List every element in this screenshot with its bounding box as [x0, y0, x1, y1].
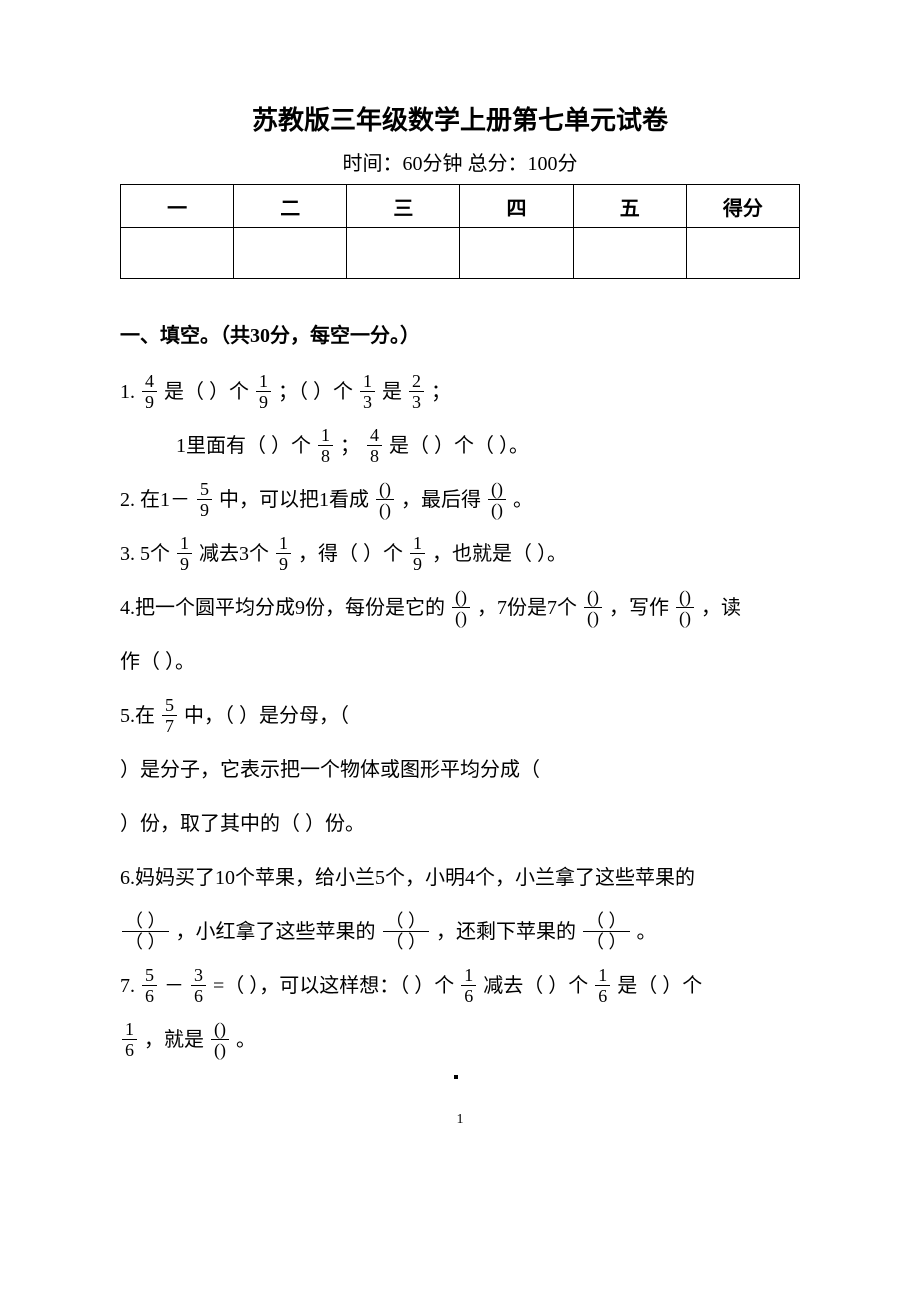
fraction: （ ）（ ） [383, 912, 430, 951]
fraction: （ ）（ ） [583, 912, 630, 951]
fraction: ()() [376, 480, 394, 519]
fraction: ()() [584, 588, 602, 627]
q7-text-f: ，就是 [144, 1029, 204, 1051]
q7-text-b: － [164, 975, 184, 997]
q2-text-a: 2. 在1－ [120, 489, 190, 511]
q1-text-e: ； [431, 381, 451, 403]
score-blank-row [121, 228, 800, 279]
fraction: 16 [122, 1020, 137, 1059]
score-col-total: 得分 [686, 185, 799, 228]
fraction: ()() [452, 588, 470, 627]
q5-text-b: 中，（ ）是分母，（ [184, 705, 349, 727]
q5-text-d: ）份，取了其中的（ ）份。 [120, 813, 365, 835]
q1-text-c: ；（ ）个 [278, 381, 353, 403]
q2-text-c: ，最后得 [401, 489, 481, 511]
q7-text-d: 减去（ ）个 [483, 975, 588, 997]
question-7a: 7. 56 － 36 =（ ），可以这样想：（ ）个 16 减去（ ）个 16 … [120, 962, 800, 1010]
question-3: 3. 5个 19 减去3个 19 ，得（ ）个 19 ，也就是（ ）。 [120, 530, 800, 578]
question-6a: 6.妈妈买了10个苹果，给小兰5个，小明4个，小兰拿了这些苹果的 [120, 854, 800, 902]
score-blank-3 [347, 228, 460, 279]
score-blank-1 [121, 228, 234, 279]
q3-text-a: 3. 5个 [120, 543, 170, 565]
q1b-text-a: 1里面有（ ）个 [176, 435, 311, 457]
fraction: （ ）（ ） [122, 912, 169, 951]
fraction: 13 [360, 372, 375, 411]
fraction: 16 [461, 966, 476, 1005]
score-col-1: 一 [121, 185, 234, 228]
q3-text-c: ，得（ ）个 [298, 543, 403, 565]
page-number: 1 [120, 1112, 800, 1128]
q3-text-b: 减去3个 [199, 543, 269, 565]
document-title: 苏教版三年级数学上册第七单元试卷 [120, 100, 800, 137]
q5-text-a: 5.在 [120, 705, 155, 727]
question-7b: 16 ，就是 ()() 。 [120, 1016, 800, 1064]
q1-text-a: 1. [120, 381, 140, 403]
score-blank-4 [460, 228, 573, 279]
fraction: 19 [410, 534, 425, 573]
score-header-row: 一 二 三 四 五 得分 [121, 185, 800, 228]
fraction: 59 [197, 480, 212, 519]
question-4: 4.把一个圆平均分成9份，每份是它的 ()() ，7份是7个 ()() ，写作 … [120, 584, 800, 632]
page: 苏教版三年级数学上册第七单元试卷 时间：60分钟 总分：100分 一 二 三 四… [0, 0, 920, 1302]
fraction: 19 [177, 534, 192, 573]
center-dot-row [120, 1070, 800, 1088]
question-5c: ）份，取了其中的（ ）份。 [120, 800, 800, 848]
question-2: 2. 在1－ 59 中，可以把1看成 ()() ，最后得 ()() 。 [120, 476, 800, 524]
score-blank-2 [234, 228, 347, 279]
score-col-2: 二 [234, 185, 347, 228]
q2-text-d: 。 [513, 489, 533, 511]
q6-text-b: ，小红拿了这些苹果的 [176, 921, 376, 943]
q7-text-c: =（ ），可以这样想：（ ）个 [213, 975, 454, 997]
q1-text-b: 是（ ）个 [164, 381, 249, 403]
fraction: ()() [211, 1020, 229, 1059]
q1b-text-c: 是（ ）个（ ）。 [389, 435, 529, 457]
q4-text-d: ，读 [701, 597, 741, 619]
q1b-text-b: ； [340, 435, 360, 457]
q4-text-b: ，7份是7个 [477, 597, 577, 619]
fraction: 48 [367, 426, 382, 465]
q4-text-e: 作（ ）。 [120, 651, 195, 673]
fraction: 57 [162, 696, 177, 735]
fraction: ()() [676, 588, 694, 627]
score-blank-total [686, 228, 799, 279]
fraction: 19 [276, 534, 291, 573]
q6-text-d: 。 [637, 921, 657, 943]
score-table: 一 二 三 四 五 得分 [120, 184, 800, 279]
q6-text-c: ，还剩下苹果的 [436, 921, 576, 943]
q4-text-c: ，写作 [609, 597, 669, 619]
dot-icon [454, 1075, 458, 1079]
score-col-5: 五 [573, 185, 686, 228]
question-5b: ）是分子，它表示把一个物体或图形平均分成（ [120, 746, 800, 794]
document-subtitle: 时间：60分钟 总分：100分 [120, 147, 800, 176]
question-6b: （ ）（ ） ，小红拿了这些苹果的 （ ）（ ） ，还剩下苹果的 （ ）（ ） … [120, 908, 800, 956]
q3-text-d: ，也就是（ ）。 [432, 543, 567, 565]
score-blank-5 [573, 228, 686, 279]
q1-text-d: 是 [382, 381, 402, 403]
question-1b: 1里面有（ ）个 18 ； 48 是（ ）个（ ）。 [120, 422, 800, 470]
section-1-heading: 一、填空。（共30分，每空一分。） [120, 319, 800, 348]
fraction: 23 [409, 372, 424, 411]
fraction: 18 [318, 426, 333, 465]
q7-text-a: 7. [120, 975, 140, 997]
q4-text-a: 4.把一个圆平均分成9份，每份是它的 [120, 597, 445, 619]
q5-text-c: ）是分子，它表示把一个物体或图形平均分成（ [120, 759, 540, 781]
fraction: ()() [488, 480, 506, 519]
fraction: 49 [142, 372, 157, 411]
q7-text-g: 。 [236, 1029, 256, 1051]
q7-text-e: 是（ ）个 [617, 975, 702, 997]
fraction: 19 [256, 372, 271, 411]
question-1: 1. 49 是（ ）个 19 ；（ ）个 13 是 23 ； [120, 368, 800, 416]
fraction: 56 [142, 966, 157, 1005]
fraction: 36 [191, 966, 206, 1005]
score-col-4: 四 [460, 185, 573, 228]
question-4b: 作（ ）。 [120, 638, 800, 686]
score-col-3: 三 [347, 185, 460, 228]
question-5a: 5.在 57 中，（ ）是分母，（ [120, 692, 800, 740]
q2-text-b: 中，可以把1看成 [219, 489, 369, 511]
fraction: 16 [595, 966, 610, 1005]
q6-text-a: 6.妈妈买了10个苹果，给小兰5个，小明4个，小兰拿了这些苹果的 [120, 867, 695, 889]
